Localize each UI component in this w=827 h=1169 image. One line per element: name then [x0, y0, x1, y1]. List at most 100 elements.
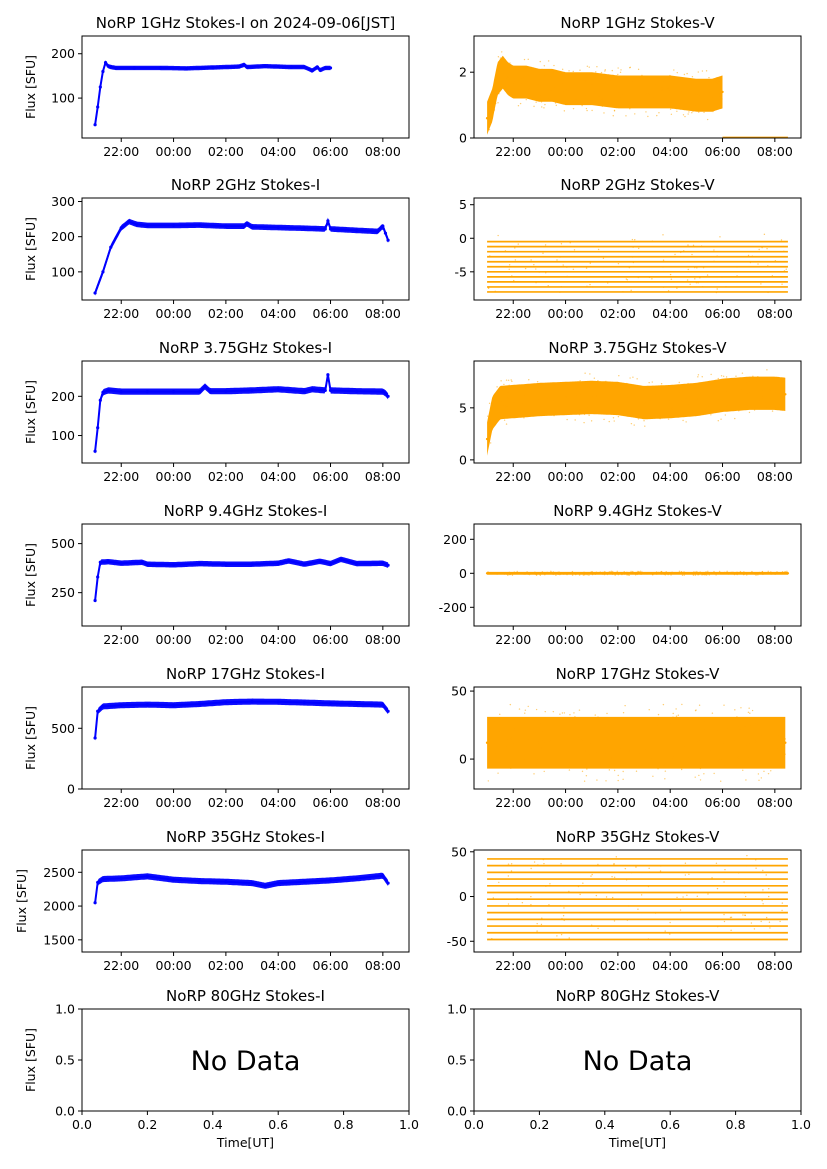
x-tick-label: 22:00 [495, 958, 531, 973]
scatter-dot-1ghz-v [572, 90, 574, 92]
scatter-dot-1ghz-v [691, 112, 693, 114]
scatter-dot-2ghz-v [706, 274, 709, 276]
scatter-dot-35ghz-v [724, 868, 726, 871]
data-point-375ghz-v [642, 401, 646, 404]
scatter-dot-17ghz-v [608, 769, 611, 771]
scatter-dot-35ghz-v [762, 891, 764, 893]
chart-title: NoRP 17GHz Stokes-V [556, 665, 721, 683]
data-point-94ghz-i [145, 562, 149, 566]
scatter-dot-375ghz-v [594, 404, 596, 407]
scatter-dot-375ghz-v [764, 401, 766, 403]
scatter-dot-1ghz-v [599, 86, 602, 88]
scatter-dot-17ghz-v [537, 720, 539, 722]
scatter-dot-2ghz-v [566, 275, 568, 278]
scatter-dot-94ghz-v [685, 572, 688, 574]
scatter-dot-17ghz-v [782, 728, 784, 730]
scatter-dot-17ghz-v [719, 780, 722, 782]
scatter-dot-2ghz-v [747, 254, 750, 257]
scatter-dot-17ghz-v [574, 716, 576, 718]
scatter-dot-375ghz-v [778, 376, 780, 379]
scatter-dot-35ghz-v [682, 896, 684, 898]
y-tick-label: 0.0 [447, 1104, 467, 1119]
scatter-dot-375ghz-v [660, 410, 663, 412]
scatter-dot-1ghz-v [708, 92, 711, 94]
scatter-dot-2ghz-v [758, 248, 760, 251]
x-axis-label: Time[UT] [216, 1135, 274, 1150]
scatter-dot-1ghz-v [506, 76, 508, 78]
scatter-dot-2ghz-v [694, 278, 696, 280]
scatter-dot-1ghz-v [701, 107, 703, 109]
y-tick-label: 50 [451, 844, 467, 859]
scatter-dot-94ghz-v [755, 574, 757, 576]
scatter-dot-375ghz-v [618, 374, 620, 377]
scatter-dot-17ghz-v [543, 741, 545, 744]
axes-frame-1ghz-i [81, 35, 410, 139]
scatter-dot-375ghz-v [711, 392, 714, 395]
data-point-1ghz-v [506, 77, 510, 80]
plot-area-35ghz-i [93, 872, 390, 906]
scatter-dot-94ghz-v [707, 572, 710, 575]
scatter-dot-17ghz-v [722, 764, 725, 766]
scatter-dot-2ghz-v [559, 256, 561, 258]
scatter-dot-375ghz-v [743, 406, 745, 408]
scatter-dot-2ghz-v [569, 242, 571, 244]
scatter-dot-375ghz-v [671, 407, 674, 410]
scatter-dot-1ghz-v [553, 64, 555, 67]
data-point-94ghz-i [250, 562, 254, 566]
scatter-dot-2ghz-v [606, 282, 609, 284]
scatter-dot-35ghz-v [779, 920, 781, 923]
scatter-dot-94ghz-v [650, 572, 652, 574]
scatter-dot-375ghz-v [681, 413, 684, 415]
data-point-1ghz-i [310, 68, 314, 73]
scatter-dot-375ghz-v [565, 390, 567, 392]
scatter-dot-375ghz-v [494, 422, 497, 425]
scatter-dot-1ghz-v [517, 105, 520, 107]
scatter-dot-17ghz-v [536, 745, 539, 747]
data-point-1ghz-i [114, 66, 118, 70]
data-point-94ghz-i [328, 562, 333, 566]
scatter-dot-17ghz-v [683, 746, 685, 749]
scatter-dot-94ghz-v [705, 571, 707, 573]
data-point-17ghz-i [171, 703, 176, 707]
scatter-dot-375ghz-v [755, 380, 758, 382]
scatter-dot-17ghz-v [675, 708, 677, 710]
scatter-dot-2ghz-v [560, 285, 563, 288]
scatter-dot-1ghz-v [572, 70, 574, 73]
x-tick-label: 02:00 [208, 632, 244, 647]
scatter-dot-2ghz-v [487, 287, 490, 290]
scatter-dot-35ghz-v [744, 895, 747, 898]
scatter-dot-375ghz-v [505, 379, 508, 381]
scatter-dot-2ghz-v [676, 287, 678, 289]
scatter-dot-1ghz-v [585, 95, 587, 97]
axes-frame-94ghz-i [81, 523, 410, 627]
scatter-dot-17ghz-v [781, 722, 783, 725]
scatter-dot-1ghz-v [519, 102, 522, 105]
scatter-dot-17ghz-v [567, 734, 569, 737]
axes-frame-375ghz-i [81, 360, 410, 464]
x-tick-label: 22:00 [495, 306, 531, 321]
scatter-dot-375ghz-v [655, 393, 657, 395]
scatter-dot-1ghz-v [543, 65, 546, 67]
data-point-2ghz-i [119, 226, 123, 230]
scatter-dot-17ghz-v [672, 756, 674, 759]
scatter-dot-94ghz-v [692, 571, 695, 573]
data-point-375ghz-i [383, 391, 388, 395]
scatter-dot-375ghz-v [523, 386, 526, 388]
scatter-dot-17ghz-v [509, 703, 512, 706]
scatter-dot-1ghz-v [590, 100, 592, 102]
scatter-dot-375ghz-v [747, 405, 749, 407]
data-point-94ghz-v [695, 572, 698, 575]
scatter-dot-35ghz-v [541, 917, 543, 919]
scatter-dot-375ghz-v [553, 414, 555, 417]
scatter-dot-375ghz-v [761, 395, 763, 398]
scatter-dot-2ghz-v [694, 266, 696, 269]
scatter-dot-35ghz-v [750, 922, 753, 924]
data-point-94ghz-v [564, 572, 567, 575]
scatter-dot-2ghz-v [662, 266, 664, 268]
x-tick-label: 22:00 [103, 632, 139, 647]
scatter-dot-375ghz-v [648, 381, 650, 384]
scatter-dot-1ghz-v [528, 88, 530, 90]
scatter-dot-17ghz-v [583, 780, 586, 782]
scatter-dot-375ghz-v [682, 419, 684, 422]
